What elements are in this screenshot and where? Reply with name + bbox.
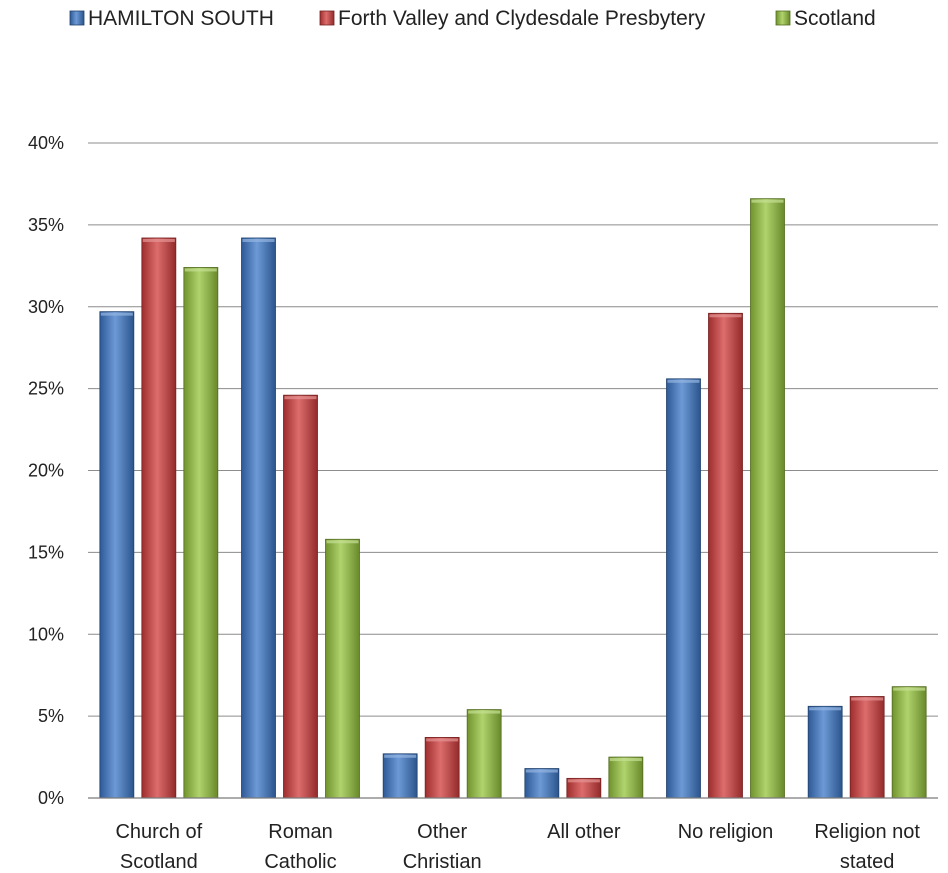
bar-hamilton-south-roman-catholic bbox=[241, 237, 276, 799]
legend-swatch-scotland bbox=[775, 10, 791, 26]
bar-scotland-roman-catholic bbox=[325, 538, 360, 799]
legend-swatch-hamilton-south bbox=[69, 10, 85, 26]
legend: HAMILTON SOUTH Forth Valley and Clydesdal… bbox=[69, 7, 876, 30]
bar-bevel bbox=[142, 238, 175, 242]
bar-scotland-all-other bbox=[608, 756, 644, 799]
x-tick-label: Christian bbox=[403, 851, 482, 873]
y-tick-label: 15% bbox=[28, 542, 64, 562]
bar-bevel bbox=[667, 379, 700, 383]
legend-label-hamilton-south: HAMILTON SOUTH bbox=[88, 7, 274, 30]
bar-bevel bbox=[609, 758, 642, 762]
x-tick-label: Catholic bbox=[264, 851, 336, 873]
y-tick-label: 10% bbox=[28, 624, 64, 644]
y-tick-label: 30% bbox=[28, 297, 64, 317]
bars bbox=[99, 198, 927, 799]
bar-bevel bbox=[525, 769, 558, 773]
x-tick-label: Church of bbox=[115, 821, 202, 843]
bar-bevel bbox=[326, 540, 359, 544]
x-tick-label: Other bbox=[417, 821, 467, 843]
x-tick-label: Scotland bbox=[120, 851, 198, 873]
x-tick-label: All other bbox=[547, 821, 621, 843]
bar-forth-valley-and-clydesdale-presbytery-no-religion bbox=[708, 312, 743, 799]
bar-bevel bbox=[567, 779, 600, 783]
bar-scotland-no-religion bbox=[750, 198, 785, 799]
bar-bevel bbox=[384, 754, 417, 758]
legend-label-scotland: Scotland bbox=[794, 7, 876, 30]
y-axis: 0% 5% 10% 15% 20% 25% 30% 35% 40% bbox=[28, 133, 64, 808]
bar-bevel bbox=[468, 710, 501, 714]
bar-bevel bbox=[426, 738, 459, 742]
bar-bevel bbox=[184, 268, 217, 272]
bar-bevel bbox=[809, 707, 842, 711]
bar-bevel bbox=[100, 312, 133, 316]
bar-scotland-church-of-scotland bbox=[183, 267, 219, 799]
bar-forth-valley-and-clydesdale-presbytery-other-christian bbox=[424, 737, 460, 799]
y-tick-label: 0% bbox=[38, 788, 64, 808]
x-tick-label: Roman bbox=[268, 821, 332, 843]
bar-bevel bbox=[709, 314, 742, 318]
x-axis: Church of Scotland Roman Catholic Other Chris… bbox=[88, 797, 938, 873]
bar-hamilton-south-all-other bbox=[524, 768, 560, 799]
legend-swatch-forth-valley-and-clydesdale-presbytery bbox=[319, 10, 335, 26]
y-tick-label: 40% bbox=[28, 133, 64, 153]
x-tick-label: Religion not bbox=[814, 821, 920, 843]
bar-hamilton-south-other-christian bbox=[382, 753, 418, 799]
bar-scotland-religion-not-stated bbox=[891, 686, 927, 799]
y-tick-label: 20% bbox=[28, 461, 64, 481]
y-tick-label: 5% bbox=[38, 706, 64, 726]
y-tick-label: 35% bbox=[28, 215, 64, 235]
bar-hamilton-south-church-of-scotland bbox=[99, 311, 135, 799]
bar-bevel bbox=[242, 238, 275, 242]
x-tick-label: stated bbox=[840, 851, 894, 873]
x-tick-label: No religion bbox=[678, 821, 774, 843]
bar-scotland-other-christian bbox=[466, 709, 502, 799]
bar-hamilton-south-no-religion bbox=[666, 378, 701, 799]
legend-label-forth-valley-and-clydesdale-presbytery: Forth Valley and Clydesdale Presbytery bbox=[338, 7, 706, 30]
bar-forth-valley-and-clydesdale-presbytery-roman-catholic bbox=[283, 394, 318, 799]
bar-bevel bbox=[851, 697, 884, 701]
bar-bevel bbox=[893, 687, 926, 691]
bar-forth-valley-and-clydesdale-presbytery-religion-not-stated bbox=[849, 696, 885, 799]
bar-forth-valley-and-clydesdale-presbytery-church-of-scotland bbox=[141, 237, 177, 799]
bar-bevel bbox=[751, 199, 784, 203]
gridlines bbox=[88, 142, 938, 799]
bar-hamilton-south-religion-not-stated bbox=[807, 705, 843, 799]
y-tick-label: 25% bbox=[28, 379, 64, 399]
bar-bevel bbox=[284, 396, 317, 400]
